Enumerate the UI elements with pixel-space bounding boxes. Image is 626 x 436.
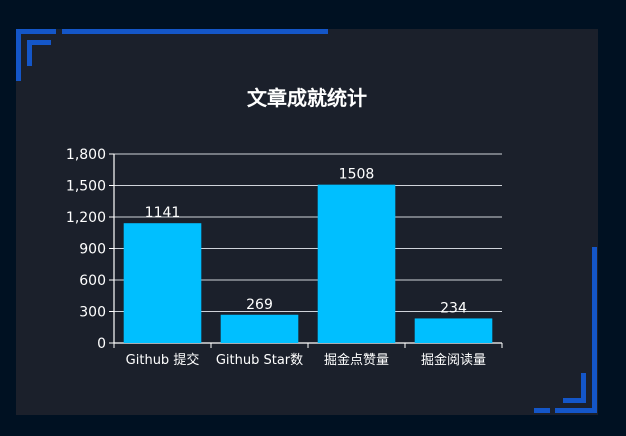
x-tick-label: Github Star数 — [216, 353, 303, 368]
bars — [123, 184, 493, 343]
grid-lines — [114, 153, 502, 312]
data-label: 1508 — [339, 167, 375, 183]
y-tick-label: 900 — [79, 242, 106, 258]
labels: 0 300 600 900 1,200 1,500 1,800 1141 Github 提交 26… — [66, 147, 486, 368]
x-tick-label: 掘金阅读量 — [421, 352, 486, 368]
data-label: 1141 — [145, 205, 181, 221]
frame-corner-top-left — [16, 29, 328, 81]
y-tick-label: 1,200 — [66, 210, 106, 226]
chart-title: 文章成就统计 — [247, 86, 367, 110]
y-tick-label: 1,500 — [66, 179, 106, 195]
x-tick-label: Github 提交 — [126, 352, 200, 368]
y-tick-label: 600 — [79, 273, 106, 289]
chart-panel — [16, 29, 598, 415]
x-tick-label: 掘金点赞量 — [324, 352, 389, 368]
data-label: 234 — [440, 300, 467, 316]
bar — [123, 223, 202, 343]
data-label: 269 — [246, 297, 273, 313]
y-tick-label: 1,800 — [66, 147, 106, 163]
bar — [414, 318, 493, 343]
y-tick-label: 0 — [97, 336, 106, 352]
frame-corner-bottom-right — [534, 247, 597, 413]
bar — [220, 314, 299, 343]
bar — [317, 184, 396, 343]
y-tick-label: 300 — [79, 305, 106, 321]
